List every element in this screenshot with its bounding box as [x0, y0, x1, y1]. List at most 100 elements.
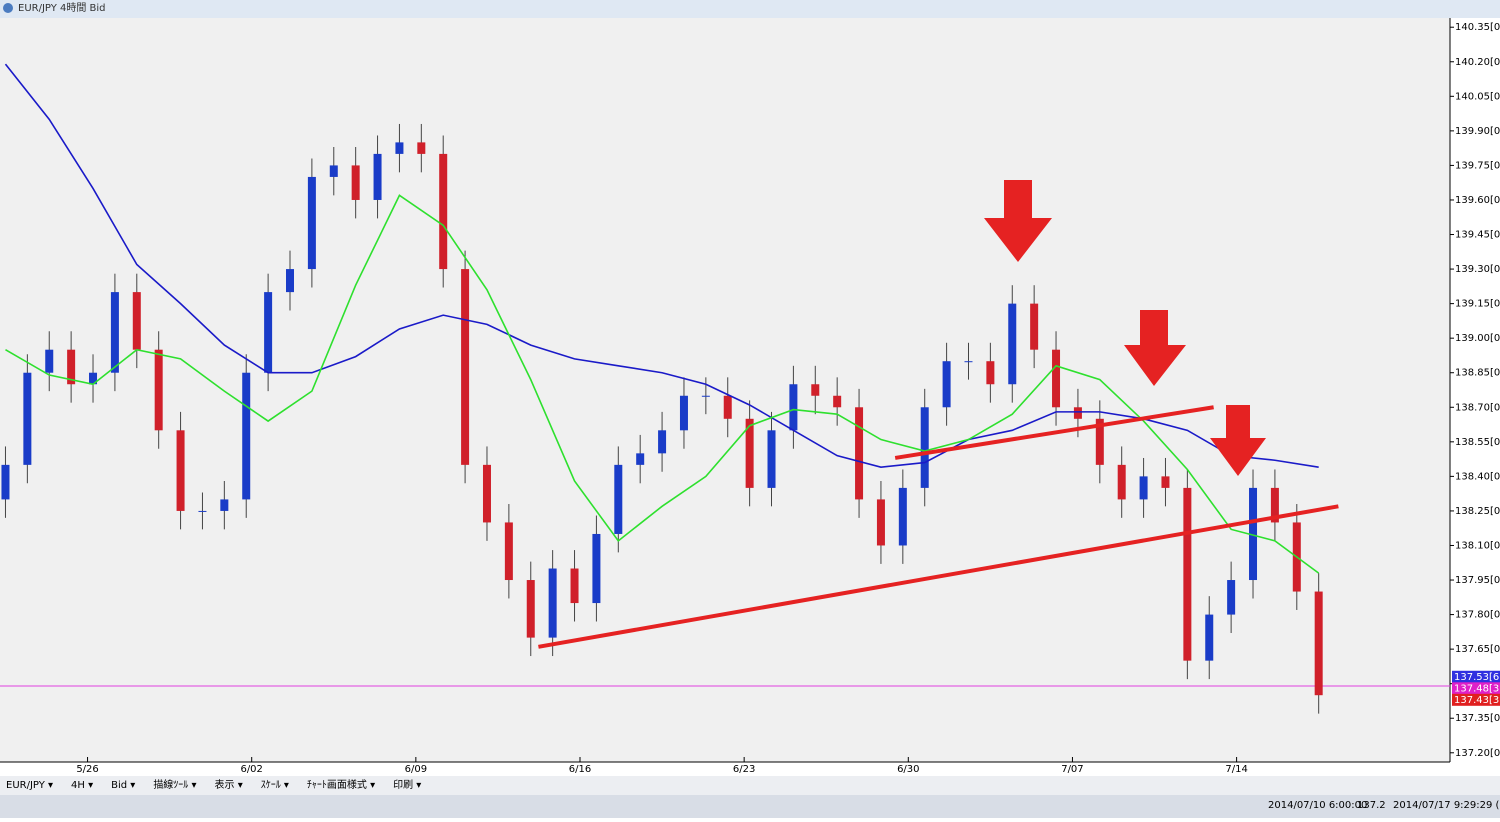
x-tick-label: 6/16	[569, 764, 591, 775]
y-tick-label: 139.15[0]	[1455, 299, 1500, 310]
y-tick-label: 139.00[0]	[1455, 333, 1500, 344]
candle-body	[351, 165, 360, 200]
y-tick-label: 137.65[0]	[1455, 644, 1500, 655]
candle-body	[1227, 580, 1236, 615]
price-tag-label: 137.53[6	[1454, 672, 1499, 683]
candle-body	[767, 430, 776, 488]
x-tick-label: 5/26	[76, 764, 98, 775]
toolbar-button[interactable]: 印刷 ▾	[393, 779, 421, 791]
plot-area	[0, 18, 1450, 762]
price-tag-label: 137.48[3	[1454, 683, 1499, 694]
candle-body	[45, 349, 54, 373]
candle-body	[679, 395, 688, 431]
arrow	[1124, 310, 1186, 386]
candle-body	[220, 499, 229, 511]
y-tick-label: 138.55[0]	[1455, 437, 1500, 448]
candle-body	[154, 349, 163, 431]
y-tick-label: 139.45[0]	[1455, 230, 1500, 241]
candle-body	[1073, 407, 1082, 419]
candle-body	[723, 395, 732, 419]
y-tick-label: 138.10[0]	[1455, 540, 1500, 551]
y-tick-label: 137.35[0]	[1455, 713, 1500, 724]
candle-body	[1139, 476, 1148, 500]
toolbar-items: EUR/JPY ▾ 4H ▾ Bid ▾ 描線ﾂｰﾙ ▾ 表示 ▾ ｽｹｰﾙ ▾ ﾁｬｰﾄ画…	[6, 778, 421, 791]
candle-body	[1052, 349, 1061, 408]
candle-body	[242, 372, 251, 500]
candle-body	[592, 533, 601, 604]
candle-body	[1, 464, 10, 500]
toolbar-button[interactable]: 表示 ▾	[215, 778, 243, 791]
status-bar	[0, 795, 1500, 818]
y-tick-label: 139.30[0]	[1455, 264, 1500, 275]
trendline	[538, 504, 1339, 649]
arrow	[984, 180, 1052, 262]
x-tick-label: 6/02	[240, 764, 262, 775]
candle-body	[570, 568, 579, 604]
y-tick-label: 138.70[0]	[1455, 402, 1500, 413]
candle-body	[876, 499, 885, 546]
y-tick-label: 138.85[0]	[1455, 368, 1500, 379]
candle-body	[1117, 464, 1126, 500]
candle-body	[1030, 303, 1039, 350]
toolbar	[0, 776, 1500, 795]
window-title: EUR/JPY 4時間 Bid	[18, 2, 106, 14]
toolbar-button[interactable]: 描線ﾂｰﾙ ▾	[153, 778, 196, 791]
app-icon	[3, 3, 13, 13]
title-bar	[0, 0, 1500, 18]
status-text: 2014/07/17 9:29:29 (Lo	[1393, 800, 1500, 811]
status-text: 137.2	[1357, 800, 1386, 811]
price-tag	[1452, 670, 1500, 683]
candle-body	[23, 372, 32, 465]
candle-body	[286, 269, 294, 293]
candle-body	[1161, 476, 1170, 488]
y-tick-label: 137.80[0]	[1455, 610, 1500, 621]
x-tick-label: 6/09	[405, 764, 427, 775]
candle-body	[942, 361, 951, 408]
candle-body	[1270, 487, 1279, 523]
moving-average	[5, 194, 1320, 574]
candle-body	[110, 292, 119, 373]
y-tick-label: 139.60[0]	[1455, 195, 1500, 206]
candle-body	[1314, 591, 1323, 696]
moving-average	[4, 63, 1319, 468]
y-tick-label: 139.75[0]	[1455, 160, 1500, 171]
candle-body	[417, 142, 426, 154]
candle-body	[964, 361, 973, 363]
toolbar-button[interactable]: 4H ▾	[71, 780, 93, 791]
toolbar-button[interactable]: ﾁｬｰﾄ画面様式 ▾	[307, 778, 375, 791]
x-tick-label: 6/30	[897, 764, 919, 775]
toolbar-button[interactable]: Bid ▾	[111, 780, 135, 791]
y-tick-label: 137.95[0]	[1455, 575, 1500, 586]
candle-body	[548, 568, 557, 638]
arrows	[984, 180, 1266, 476]
candle-body	[395, 142, 404, 154]
toolbar-button[interactable]: EUR/JPY ▾	[6, 780, 53, 791]
candle-body	[1095, 418, 1104, 465]
y-tick-label: 139.90[0]	[1455, 126, 1500, 137]
candle-body	[701, 395, 710, 397]
candle-body	[855, 407, 864, 500]
candle-body	[658, 430, 667, 454]
candle-body	[920, 407, 929, 488]
y-tick-label: 140.20[0]	[1455, 57, 1500, 68]
candle-body	[482, 464, 491, 523]
arrow	[1210, 405, 1266, 476]
status-text: 2014/07/10 6:00:00	[1268, 800, 1367, 811]
y-tick-label: 140.05[0]	[1455, 91, 1500, 102]
candle-body	[439, 153, 448, 270]
candle-body	[811, 384, 820, 396]
candle-body	[307, 176, 316, 270]
candle-body	[1249, 487, 1258, 581]
candle-body	[89, 372, 98, 385]
candle-body	[67, 349, 76, 385]
candle-body	[461, 269, 470, 465]
candle-body	[176, 430, 185, 511]
price-tag	[1452, 682, 1500, 695]
toolbar-button[interactable]: ｽｹｰﾙ ▾	[261, 779, 289, 791]
candle-body	[833, 395, 842, 408]
candle-body	[1008, 303, 1017, 385]
candle-body	[986, 361, 995, 385]
y-tick-label: 138.40[0]	[1455, 471, 1500, 482]
